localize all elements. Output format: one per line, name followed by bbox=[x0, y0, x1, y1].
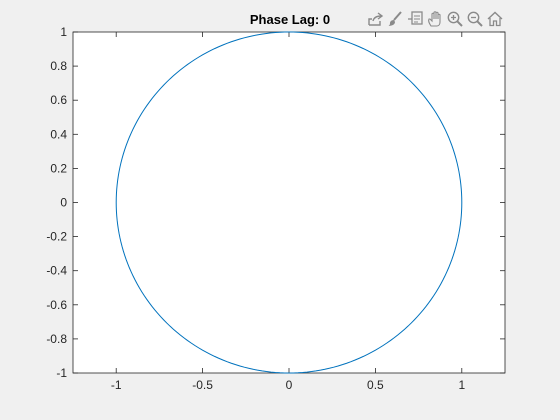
y-tick-label: -1 bbox=[56, 366, 67, 380]
chart-title: Phase Lag: 0 bbox=[250, 12, 330, 27]
export-button[interactable] bbox=[366, 9, 384, 29]
pan-icon bbox=[428, 11, 441, 27]
x-tick-label: 0 bbox=[286, 378, 293, 392]
brush-button[interactable] bbox=[386, 9, 404, 29]
y-tick-label: 1 bbox=[60, 25, 67, 39]
x-tick-label: -0.5 bbox=[192, 378, 213, 392]
zoom-in-button[interactable] bbox=[446, 9, 464, 29]
brush-icon bbox=[388, 11, 402, 26]
pan-button[interactable] bbox=[426, 9, 444, 29]
export-icon bbox=[368, 12, 384, 26]
zoom-out-button[interactable] bbox=[466, 9, 484, 29]
axis-ticks bbox=[73, 31, 505, 374]
home-button[interactable] bbox=[486, 9, 504, 29]
home-icon bbox=[487, 11, 503, 27]
y-tick-label: 0 bbox=[60, 196, 67, 210]
y-tick-label: -0.2 bbox=[46, 230, 67, 244]
axis-tick-labels: -1 -0.5 0 0.5 1 -1 -0.8 -0.6 -0.4 -0.2 0 0.2 0.4 0.6 0… bbox=[46, 25, 465, 392]
data-tips-icon bbox=[408, 11, 423, 25]
axes-toolbar bbox=[366, 8, 504, 30]
x-tick-label: 1 bbox=[458, 378, 465, 392]
y-tick-label: 0.2 bbox=[50, 161, 67, 175]
x-tick-label: -1 bbox=[111, 378, 122, 392]
y-tick-label: 0.6 bbox=[50, 93, 67, 107]
y-tick-label: 0.4 bbox=[50, 127, 67, 141]
axes-background bbox=[72, 31, 506, 374]
y-tick-label: -0.4 bbox=[46, 264, 67, 278]
y-tick-label: 0.8 bbox=[50, 59, 67, 73]
zoom-out-icon bbox=[467, 11, 483, 27]
y-tick-label: -0.8 bbox=[46, 332, 67, 346]
data-tips-button[interactable] bbox=[406, 9, 424, 29]
y-tick-label: -0.6 bbox=[46, 298, 67, 312]
x-tick-label: 0.5 bbox=[367, 378, 384, 392]
series-line-circle bbox=[115, 31, 463, 374]
zoom-in-icon bbox=[447, 11, 463, 27]
